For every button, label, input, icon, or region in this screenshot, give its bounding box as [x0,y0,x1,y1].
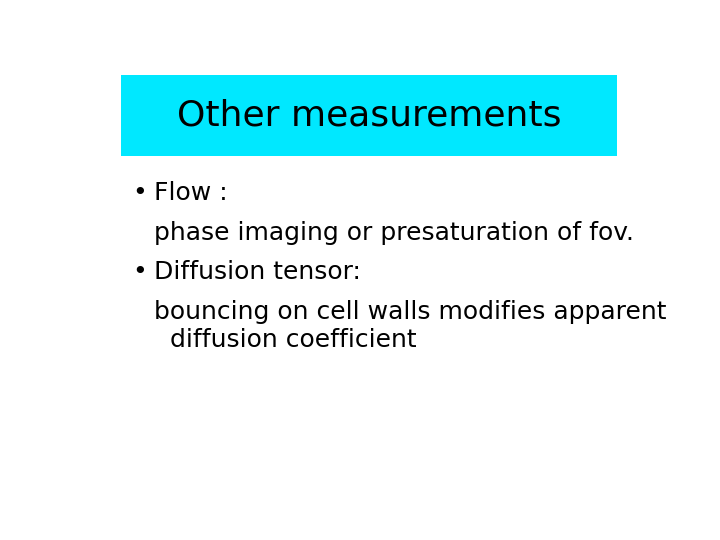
Text: bouncing on cell walls modifies apparent
   diffusion coefficient: bouncing on cell walls modifies apparent… [145,300,666,352]
Text: Other measurements: Other measurements [176,99,562,133]
Text: •: • [132,260,147,284]
Text: Diffusion tensor:: Diffusion tensor: [154,260,361,284]
Text: phase imaging or presaturation of fov.: phase imaging or presaturation of fov. [145,221,634,245]
Text: Flow :: Flow : [154,181,228,205]
Text: •: • [132,181,147,205]
Bar [121,75,617,156]
